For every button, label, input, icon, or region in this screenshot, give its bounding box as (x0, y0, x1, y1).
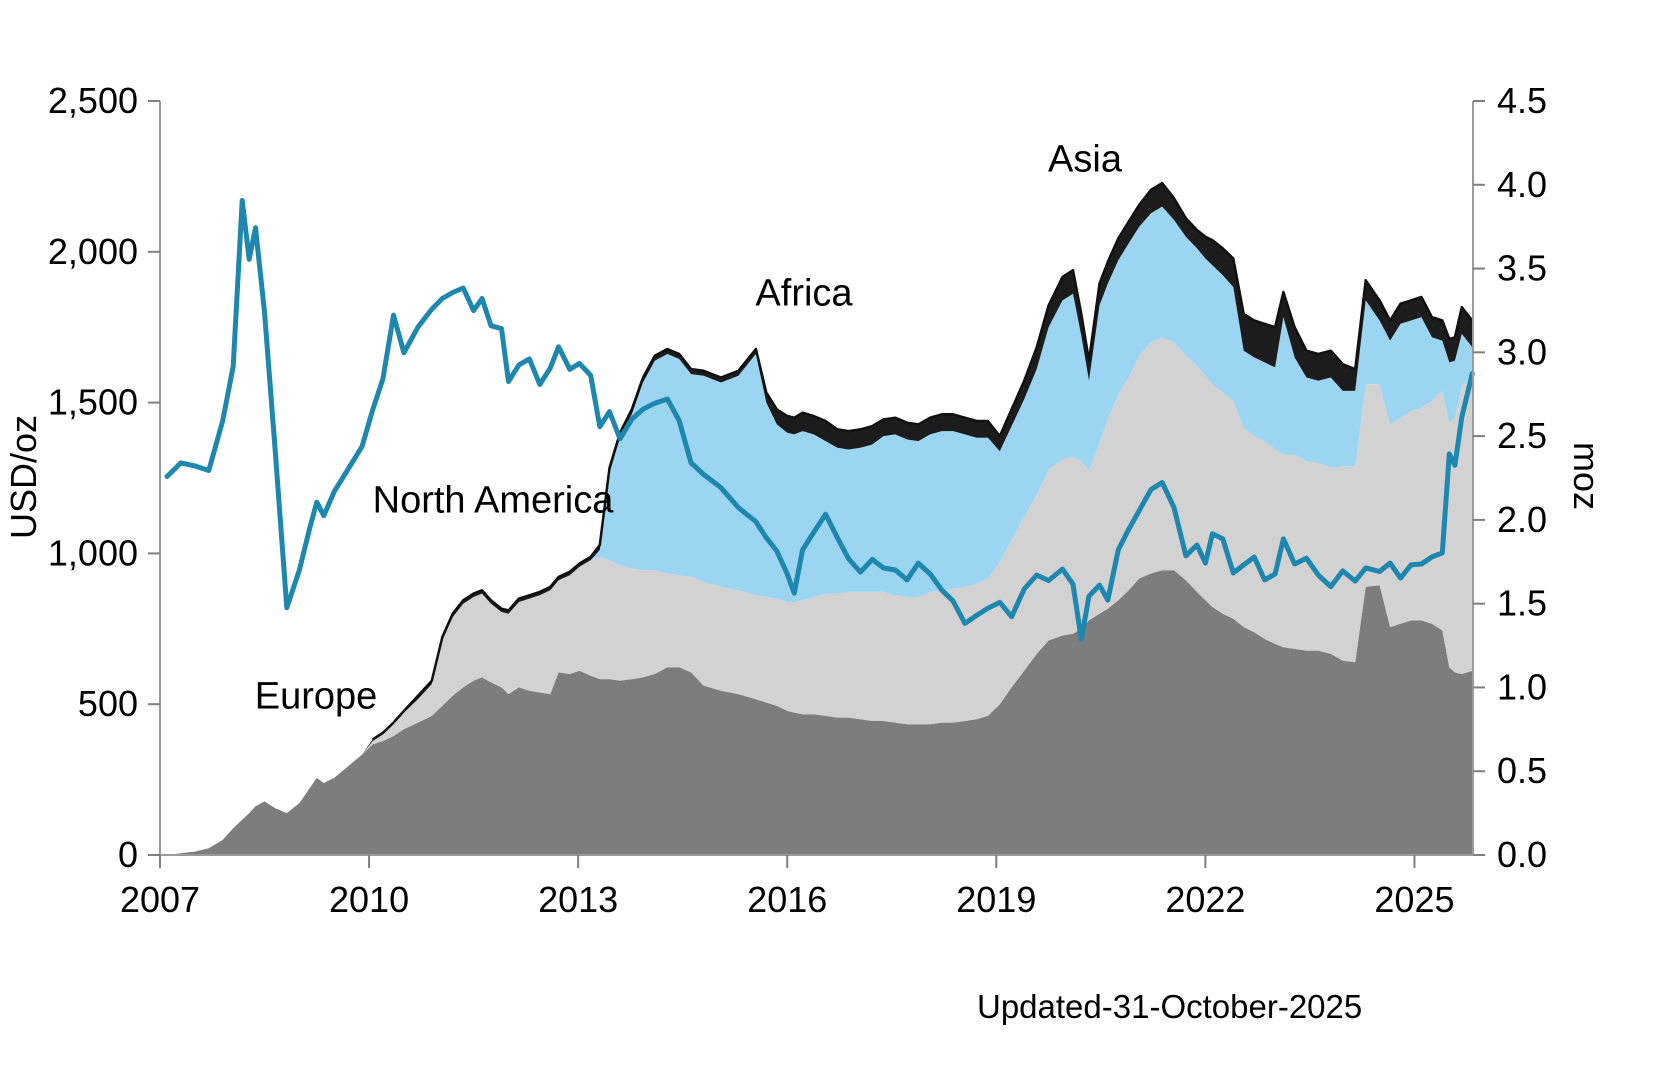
area-europe (167, 570, 1473, 855)
right-tick-label: 2.0 (1497, 499, 1547, 540)
annotation-north-america: North America (372, 479, 614, 522)
right-tick-label: 0.5 (1497, 750, 1547, 791)
area-north-america (167, 337, 1473, 855)
left-axis-title: USD/oz (3, 414, 44, 540)
right-tick-label: 3.5 (1497, 248, 1547, 289)
x-tick-label: 2016 (747, 879, 827, 920)
right-axis-title: moz (1566, 441, 1607, 511)
left-tick-label: 1,000 (48, 532, 138, 573)
axes: 0 500 1,000 1,500 2,000 2,500 0.0 0.5 1.0 1.5 2.0 2… (48, 80, 1547, 920)
left-tick-label: 0 (118, 834, 138, 875)
x-tick-label: 2007 (120, 879, 200, 920)
right-tick-label: 4.5 (1497, 80, 1547, 121)
updated-note: Updated-31-October-2025 (977, 988, 1363, 1025)
annotation-africa: Africa (755, 272, 853, 315)
area-africa (167, 206, 1473, 856)
x-tick-label: 2025 (1374, 879, 1454, 920)
stacked-areas (167, 183, 1473, 856)
right-tick-label: 1.5 (1497, 583, 1547, 624)
x-tick-label: 2022 (1165, 879, 1245, 920)
right-tick-label: 3.0 (1497, 331, 1547, 372)
right-tick-label: 2.5 (1497, 415, 1547, 456)
x-tick-label: 2013 (538, 879, 618, 920)
left-tick-label: 2,000 (48, 231, 138, 272)
right-tick-label: 1.0 (1497, 666, 1547, 707)
price-line (164, 198, 1475, 642)
left-tick-label: 500 (78, 683, 138, 724)
right-tick-label: 4.0 (1497, 164, 1547, 205)
annotation-europe: Europe (254, 675, 378, 718)
left-tick-label: 2,500 (48, 80, 138, 121)
x-tick-label: 2019 (956, 879, 1036, 920)
x-tick-label: 2010 (329, 879, 409, 920)
right-tick-label: 0.0 (1497, 834, 1547, 875)
left-tick-label: 1,500 (48, 382, 138, 423)
annotation-asia: Asia (1048, 138, 1122, 181)
stack-top-outline (371, 181, 1474, 741)
